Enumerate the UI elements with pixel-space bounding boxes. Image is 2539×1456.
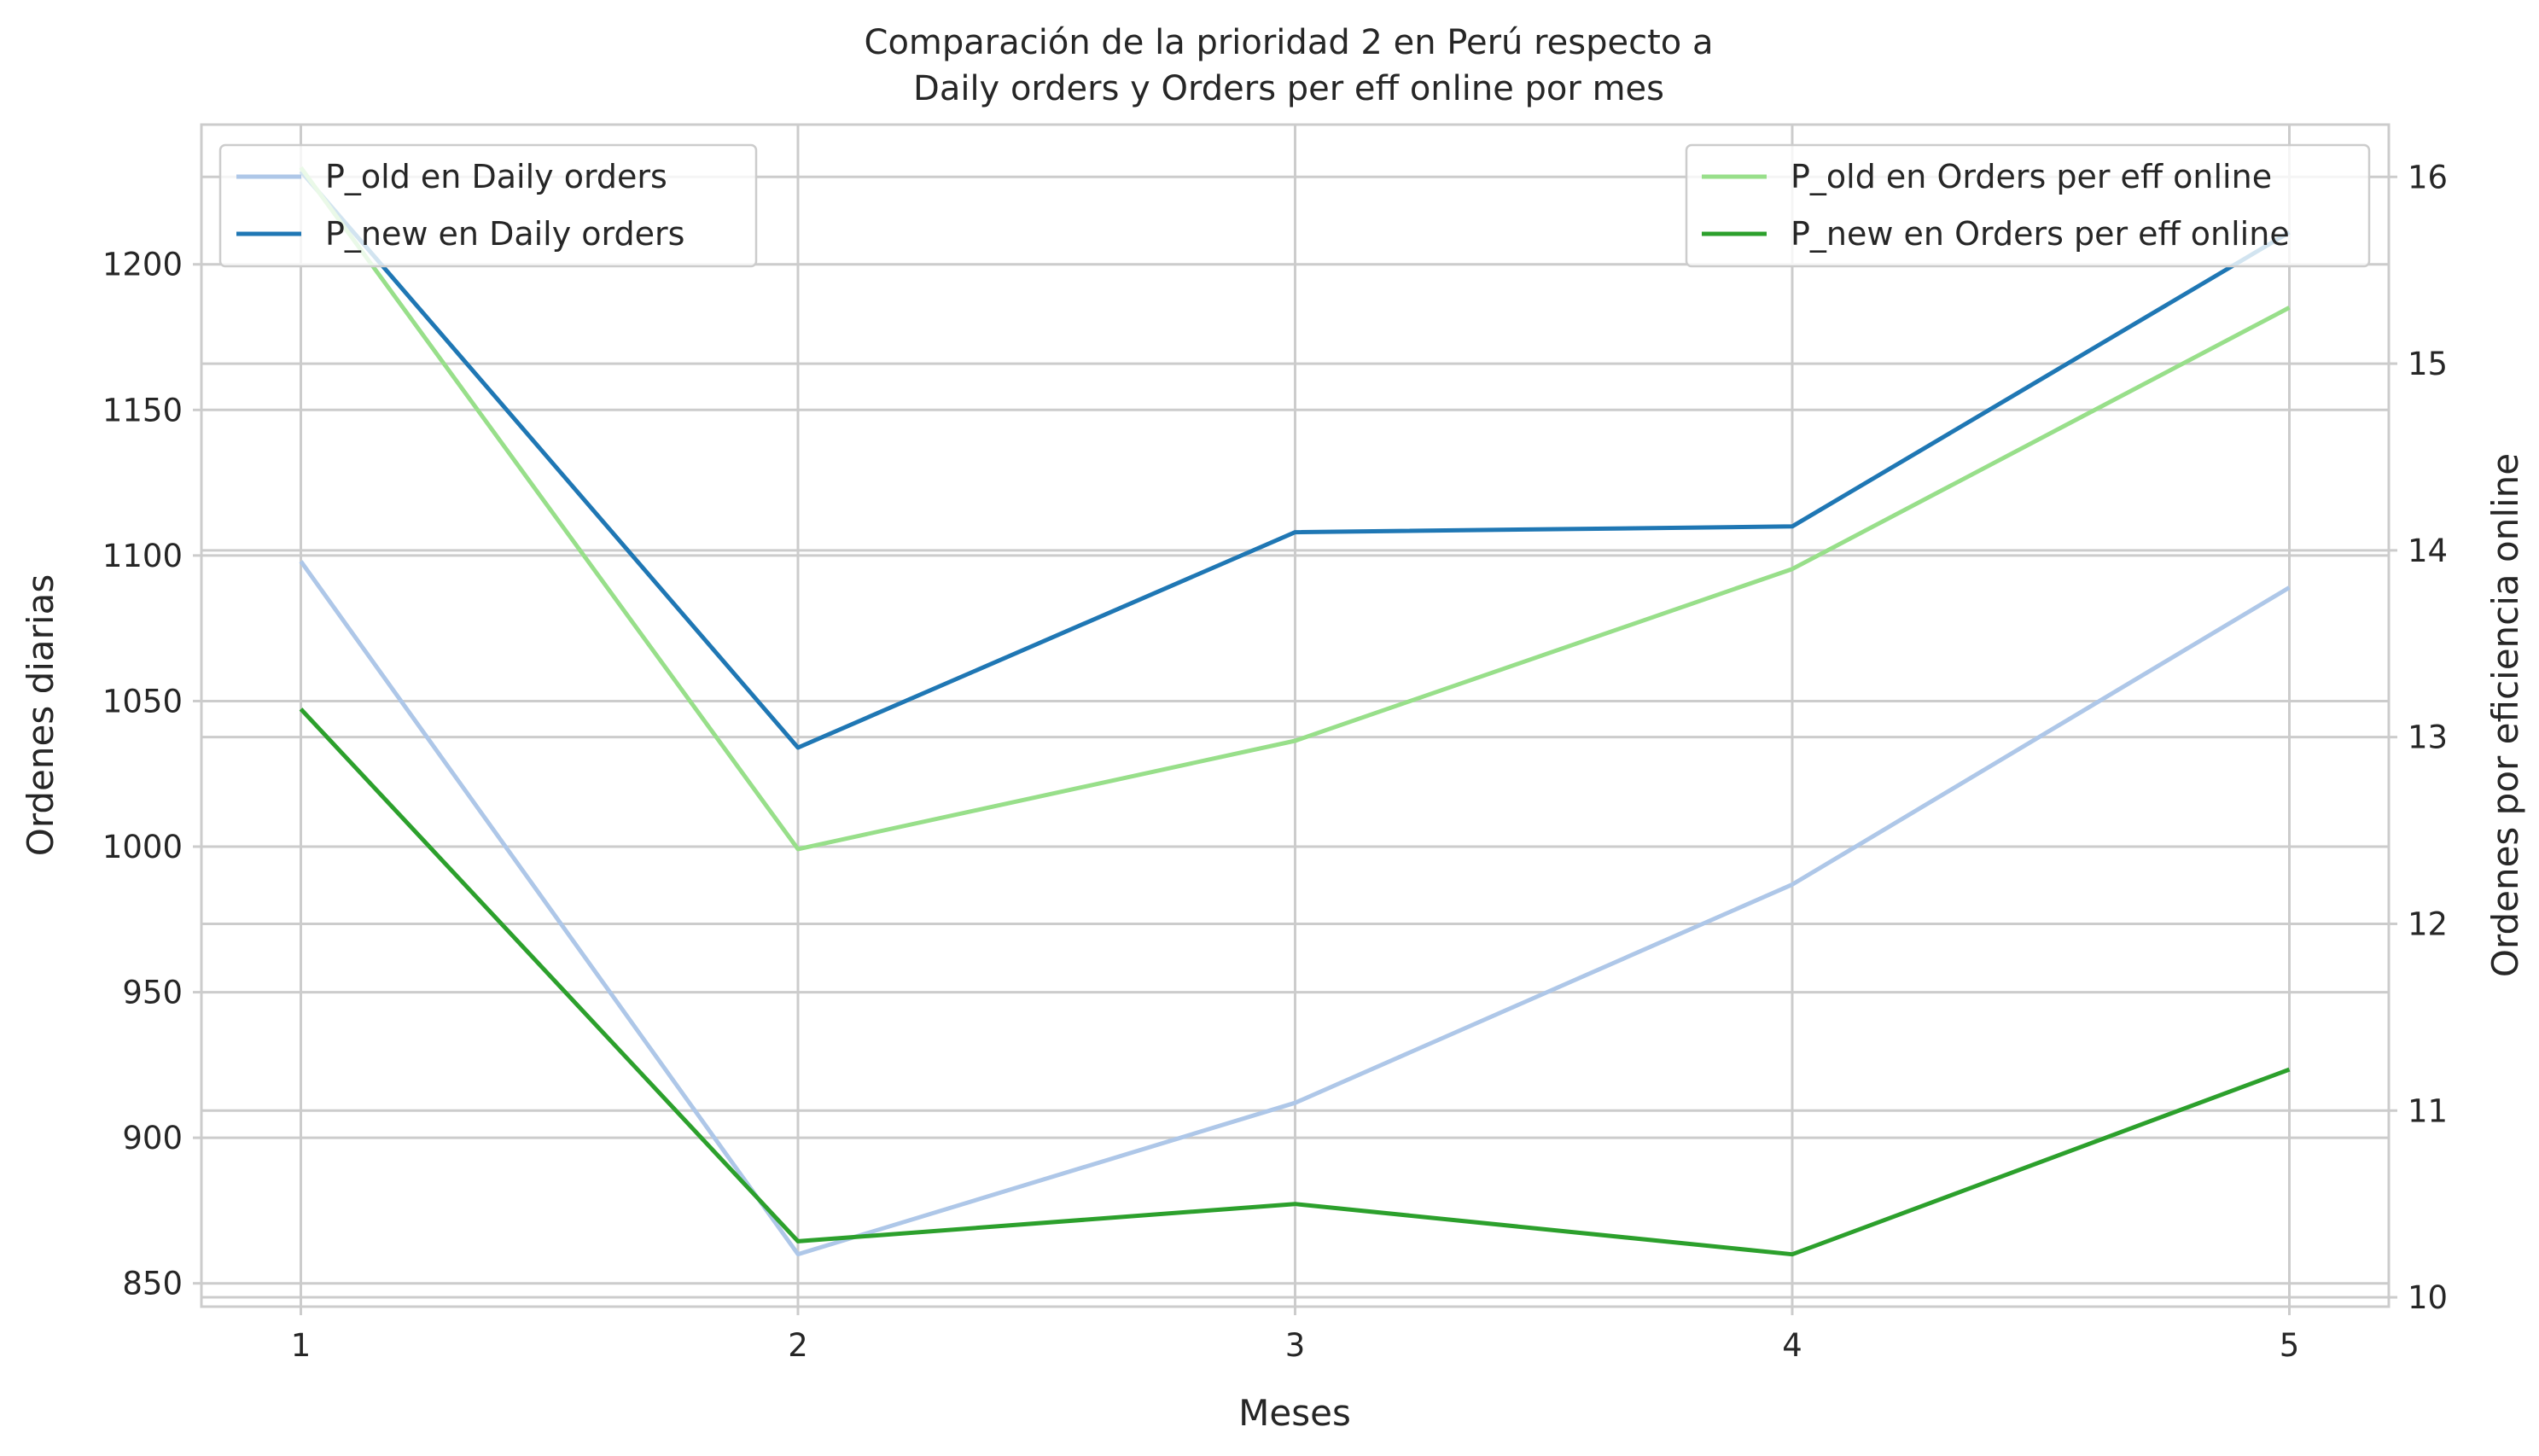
y-right-tick-label: 16 [2408,159,2448,195]
legend-label: P_old en Daily orders [325,158,667,195]
plot-frame [200,123,2391,1308]
y-axis-left-label: Ordenes diarias [20,574,61,856]
x-tick-label: 3 [1285,1327,1306,1364]
chart-title-line-1: Comparación de la prioridad 2 en Perú re… [865,23,1714,62]
legend-label: P_old en Orders per eff online [1791,158,2272,195]
legend-right-box [1685,143,2371,268]
y-right-tick-label: 14 [2408,533,2448,569]
y-right-tick-label: 11 [2408,1092,2448,1129]
series-line-right-1 [299,166,2291,852]
y-left-tick-label: 900 [122,1120,183,1156]
y-left-tick-label: 1200 [102,247,183,283]
y-left-tick-label: 1000 [102,829,183,865]
series-line-left-2 [299,169,2291,750]
legend-left-box [218,143,758,268]
y-left-tick-label: 1100 [102,538,183,574]
x-tick-label: 5 [2280,1327,2300,1364]
series-line-left-1 [299,560,2291,1257]
y-left-tick-label: 1050 [102,683,183,719]
x-tick-label: 2 [788,1327,808,1364]
legend-right: P_old en Orders per eff online P_new en O… [1685,143,2371,268]
y-left-tick-label: 850 [122,1266,183,1302]
legend-label: P_new en Orders per eff online [1791,215,2290,253]
y-right-tick-label: 10 [2408,1279,2448,1316]
y-axis-right-label: Ordenes por eficiencia online [2484,453,2526,977]
x-tick-label: 4 [1782,1327,1802,1364]
chart-title-line-2: Daily orders y Orders per eff online por… [913,69,1664,108]
y-right-tick-label: 13 [2408,719,2448,756]
y-left-tick-label: 1150 [102,392,183,428]
y-right-tick-label: 15 [2408,346,2448,382]
x-tick-label: 1 [291,1327,312,1364]
plot-lines [299,166,2291,1257]
x-axis-label: Meses [1238,1392,1351,1434]
legend-left: P_old en Daily orders P_new en Daily orde… [218,143,758,268]
y-left-tick-label: 950 [122,975,183,1011]
series-line-right-2 [299,708,2291,1257]
legend-label: P_new en Daily orders [325,215,684,253]
axis-ticks: 1 2 3 4 585090095010001050110011501200101112… [102,159,2448,1364]
y-right-tick-label: 12 [2408,906,2448,942]
